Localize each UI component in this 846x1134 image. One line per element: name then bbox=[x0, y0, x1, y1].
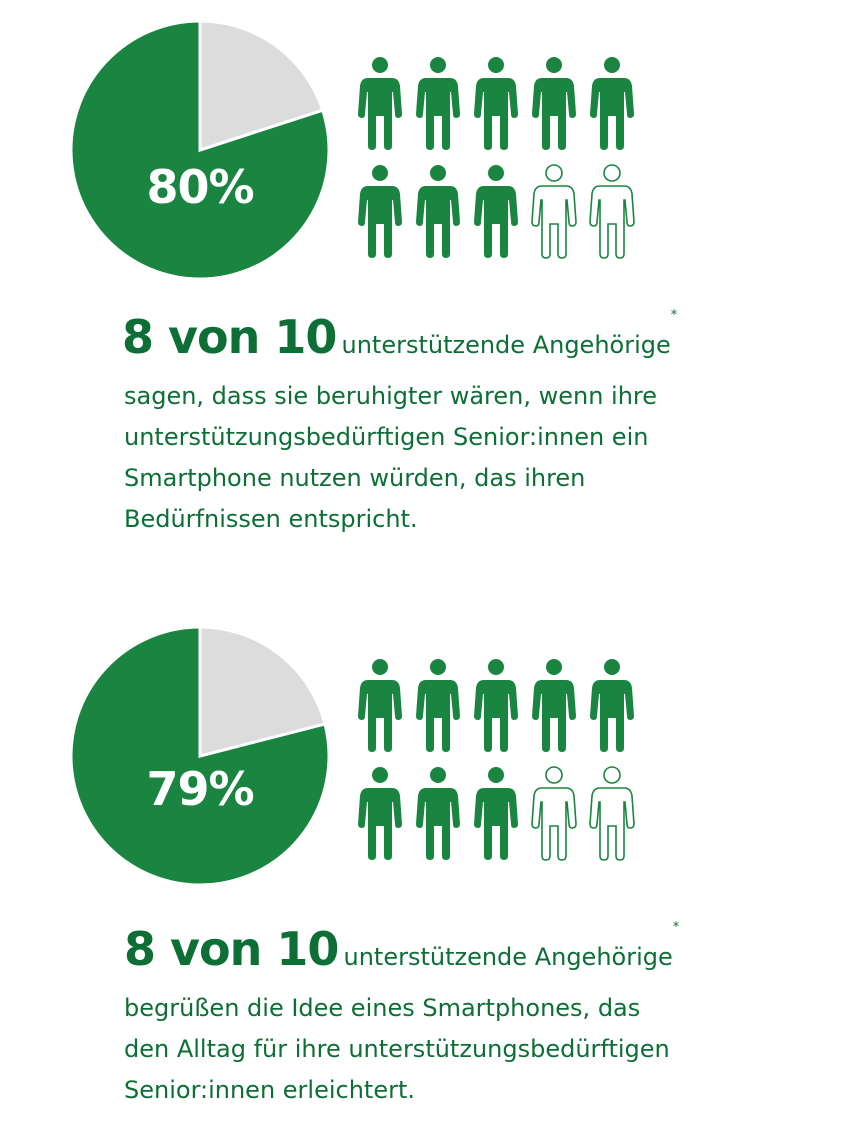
description-line: Smartphone nutzen würden, das ihren bbox=[124, 464, 586, 492]
person-icon-outline bbox=[531, 164, 577, 259]
pie-label-2: 79% bbox=[146, 762, 254, 816]
headline-big-2: 8 von 10 bbox=[124, 922, 339, 976]
person-icon-filled bbox=[474, 767, 518, 860]
person-icon-filled bbox=[416, 57, 460, 150]
person-icon-filled bbox=[474, 57, 518, 150]
description-line: den Alltag für ihre unterstützungsbedürf… bbox=[124, 1035, 670, 1063]
person-icon-filled bbox=[416, 767, 460, 860]
description-line: Bedürfnissen entspricht. bbox=[124, 505, 418, 533]
description-line: unterstützungsbedürftigen Senior:innen e… bbox=[124, 423, 649, 451]
pie-chart-2 bbox=[70, 626, 330, 886]
person-icon-filled bbox=[358, 57, 402, 150]
person-icon-filled bbox=[358, 767, 402, 860]
description-line: sagen, dass sie beruhigter wären, wenn i… bbox=[124, 382, 658, 410]
description-line: begrüßen die Idee eines Smartphones, das bbox=[124, 994, 641, 1022]
person-icon-filled bbox=[416, 165, 460, 258]
headline-2: 8 von 10 unterstützende Angehörige * bbox=[124, 920, 680, 976]
person-icon-filled bbox=[590, 659, 634, 752]
person-icon-filled bbox=[474, 659, 518, 752]
pie-label-1: 80% bbox=[146, 160, 254, 214]
headline-1: 8 von 10 unterstützende Angehörige * bbox=[122, 308, 678, 364]
person-icon-filled bbox=[474, 165, 518, 258]
person-icon-outline bbox=[589, 164, 635, 259]
description-2: begrüßen die Idee eines Smartphones, das… bbox=[124, 988, 670, 1111]
person-icon-filled bbox=[532, 57, 576, 150]
person-icon-filled bbox=[358, 165, 402, 258]
headline-big-1: 8 von 10 bbox=[122, 310, 337, 364]
person-icon-filled bbox=[358, 659, 402, 752]
people-grid-1 bbox=[358, 57, 635, 259]
person-icon-filled bbox=[590, 57, 634, 150]
person-icon-filled bbox=[416, 659, 460, 752]
headline-small-2: unterstützende Angehörige bbox=[343, 943, 673, 971]
person-icon-outline bbox=[531, 766, 577, 861]
headline-small-1: unterstützende Angehörige bbox=[341, 331, 671, 359]
pie-chart-1 bbox=[70, 20, 330, 280]
pie-slice-rest bbox=[198, 20, 325, 153]
pie-slice-rest bbox=[198, 626, 327, 758]
people-grid-2 bbox=[358, 659, 635, 861]
description-1: sagen, dass sie beruhigter wären, wenn i… bbox=[124, 376, 657, 540]
description-line: Senior:innen erleichtert. bbox=[124, 1076, 416, 1104]
person-icon-outline bbox=[589, 766, 635, 861]
person-icon-filled bbox=[532, 659, 576, 752]
footnote-mark-1: * bbox=[670, 308, 678, 323]
footnote-mark-2: * bbox=[672, 920, 680, 935]
